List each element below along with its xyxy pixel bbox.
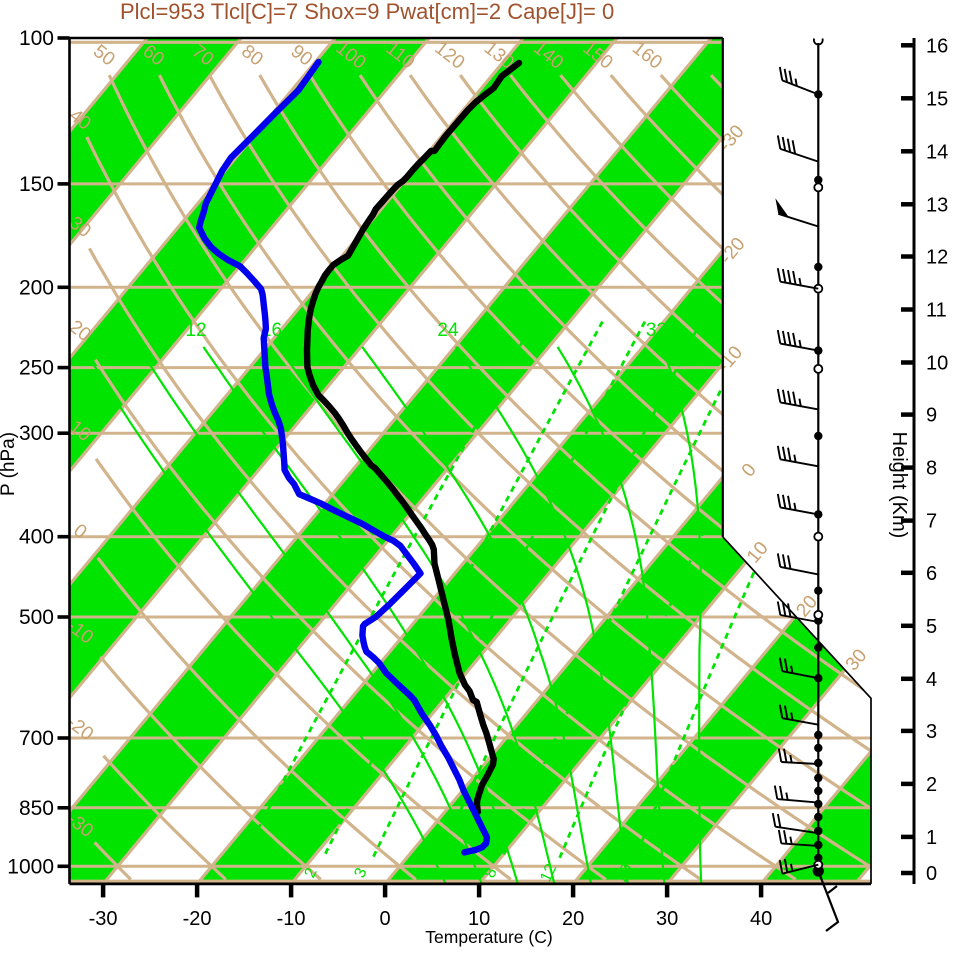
svg-text:400: 400 xyxy=(19,526,54,549)
svg-text:250: 250 xyxy=(19,357,54,380)
svg-text:32: 32 xyxy=(646,320,667,341)
svg-text:10: 10 xyxy=(926,353,948,375)
svg-text:13: 13 xyxy=(926,194,948,216)
svg-text:0: 0 xyxy=(926,863,937,885)
svg-text:850: 850 xyxy=(19,797,54,820)
svg-text:1: 1 xyxy=(926,827,937,849)
svg-text:300: 300 xyxy=(19,422,54,445)
svg-text:7: 7 xyxy=(926,511,937,533)
svg-text:20: 20 xyxy=(613,861,636,884)
svg-text:-20: -20 xyxy=(183,908,212,930)
svg-text:-30: -30 xyxy=(89,908,118,930)
svg-text:12: 12 xyxy=(537,861,560,884)
svg-text:9: 9 xyxy=(926,405,937,427)
svg-text:4: 4 xyxy=(926,669,937,691)
svg-text:100: 100 xyxy=(19,27,54,50)
svg-text:40: 40 xyxy=(750,908,772,930)
svg-text:20: 20 xyxy=(562,908,584,930)
svg-text:30: 30 xyxy=(656,908,678,930)
svg-text:12: 12 xyxy=(926,247,948,269)
svg-text:500: 500 xyxy=(19,606,54,629)
svg-text:Plcl=953 Tlcl[C]=7 Shox=9 Pwat: Plcl=953 Tlcl[C]=7 Shox=9 Pwat[cm]=2 Cap… xyxy=(120,0,614,24)
svg-text:150: 150 xyxy=(19,173,54,196)
svg-text:1000: 1000 xyxy=(7,855,54,878)
svg-text:3: 3 xyxy=(926,721,937,743)
svg-text:0: 0 xyxy=(380,908,391,930)
svg-text:2: 2 xyxy=(926,774,937,796)
svg-text:700: 700 xyxy=(19,727,54,750)
svg-text:P (hPa): P (hPa) xyxy=(0,432,19,496)
svg-text:16: 16 xyxy=(926,35,948,57)
svg-text:11: 11 xyxy=(926,300,947,322)
svg-text:5: 5 xyxy=(926,616,937,638)
svg-text:6: 6 xyxy=(926,563,937,585)
svg-text:12: 12 xyxy=(185,320,206,341)
svg-text:Height (Km): Height (Km) xyxy=(888,432,910,539)
svg-text:10: 10 xyxy=(468,908,490,930)
svg-text:Temperature (C): Temperature (C) xyxy=(425,927,552,947)
svg-text:15: 15 xyxy=(926,88,948,110)
svg-text:-10: -10 xyxy=(277,908,306,930)
svg-text:8: 8 xyxy=(926,458,937,480)
svg-text:24: 24 xyxy=(437,320,459,341)
svg-text:200: 200 xyxy=(19,276,54,299)
svg-text:14: 14 xyxy=(926,141,948,163)
